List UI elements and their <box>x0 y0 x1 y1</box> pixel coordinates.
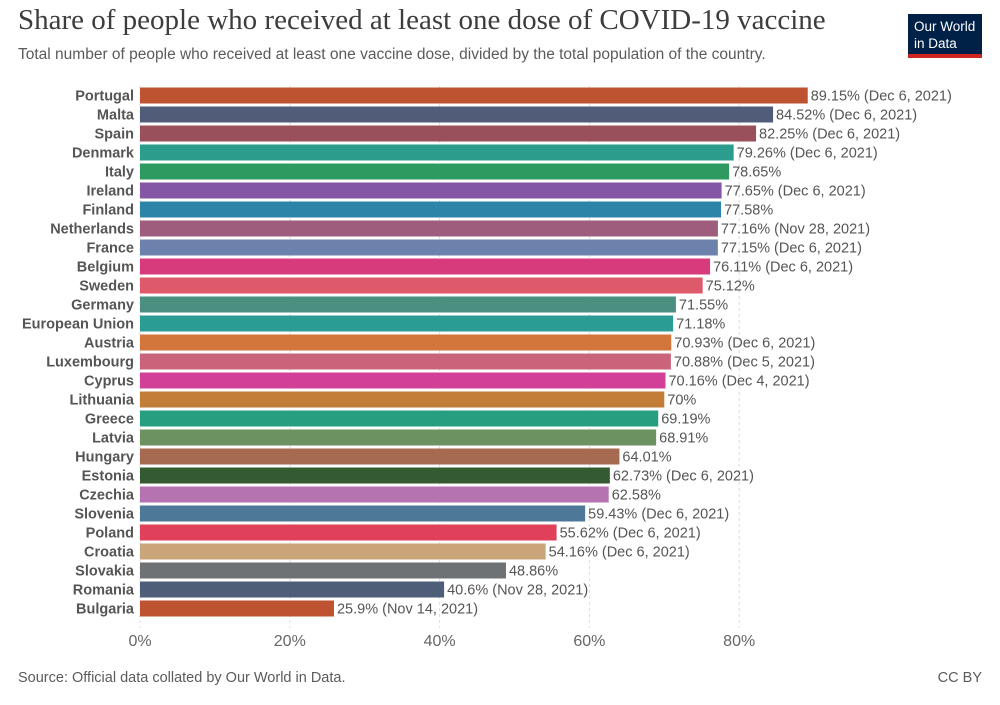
value-label: 71.18% <box>676 317 725 333</box>
category-label: Cyprus <box>84 374 134 390</box>
category-label: Netherlands <box>50 222 134 238</box>
value-label: 70.93% (Dec 6, 2021) <box>674 336 815 352</box>
category-label: Estonia <box>82 469 135 485</box>
value-label: 71.55% <box>679 298 728 314</box>
bar[interactable] <box>140 505 586 522</box>
value-label: 25.9% (Nov 14, 2021) <box>337 602 478 618</box>
value-label: 59.43% (Dec 6, 2021) <box>588 507 729 523</box>
category-label: Denmark <box>72 146 135 162</box>
bar[interactable] <box>140 429 657 446</box>
value-label: 62.73% (Dec 6, 2021) <box>613 469 754 485</box>
category-label: Ireland <box>86 184 134 200</box>
logo-line-1: Our World <box>914 19 976 34</box>
category-label: Italy <box>105 165 134 181</box>
category-label: Lithuania <box>70 393 135 409</box>
value-label: 77.15% (Dec 6, 2021) <box>721 241 862 257</box>
value-label: 54.16% (Dec 6, 2021) <box>549 545 690 561</box>
bar[interactable] <box>140 106 774 123</box>
bar[interactable] <box>140 201 722 218</box>
bar[interactable] <box>140 543 546 560</box>
logo-line-2: in Data <box>914 36 957 51</box>
x-tick-label: 60% <box>573 633 605 650</box>
value-label: 75.12% <box>706 279 755 295</box>
bar[interactable] <box>140 87 808 104</box>
category-label: Portugal <box>75 89 134 105</box>
category-label: Germany <box>71 298 134 314</box>
category-label: Poland <box>86 526 134 542</box>
owid-logo[interactable]: Our World in Data <box>908 14 982 58</box>
category-label: Sweden <box>79 279 134 295</box>
value-label: 68.91% <box>659 431 708 447</box>
value-label: 70.16% (Dec 4, 2021) <box>668 374 809 390</box>
category-label: Spain <box>95 127 134 143</box>
value-label: 40.6% (Nov 28, 2021) <box>447 583 588 599</box>
bar[interactable] <box>140 600 334 617</box>
bar[interactable] <box>140 448 620 465</box>
bar[interactable] <box>140 239 718 256</box>
bar[interactable] <box>140 144 734 161</box>
bar[interactable] <box>140 163 730 180</box>
value-label: 77.16% (Nov 28, 2021) <box>721 222 870 238</box>
chart-title: Share of people who received at least on… <box>18 4 826 36</box>
value-label: 77.65% (Dec 6, 2021) <box>725 184 866 200</box>
value-label: 79.26% (Dec 6, 2021) <box>737 146 878 162</box>
category-label: Hungary <box>75 450 134 466</box>
chart-subtitle: Total number of people who received at l… <box>18 46 766 63</box>
x-tick-label: 80% <box>723 633 755 650</box>
value-label: 77.58% <box>724 203 773 219</box>
category-label: Latvia <box>92 431 135 447</box>
value-label: 48.86% <box>509 564 558 580</box>
value-label: 70.88% (Dec 5, 2021) <box>674 355 815 371</box>
value-label: 89.15% (Dec 6, 2021) <box>811 89 952 105</box>
value-label: 62.58% <box>612 488 661 504</box>
category-label: Slovakia <box>75 564 135 580</box>
bar[interactable] <box>140 372 666 389</box>
value-label: 55.62% (Dec 6, 2021) <box>560 526 701 542</box>
bar[interactable] <box>140 410 659 427</box>
bar[interactable] <box>140 125 757 142</box>
category-label: Romania <box>73 583 135 599</box>
bar[interactable] <box>140 220 718 237</box>
source-note: Source: Official data collated by Our Wo… <box>18 670 346 686</box>
value-label: 82.25% (Dec 6, 2021) <box>759 127 900 143</box>
license-link[interactable]: CC BY <box>937 670 982 686</box>
bar[interactable] <box>140 524 557 541</box>
category-label: European Union <box>22 317 134 333</box>
bar[interactable] <box>140 486 609 503</box>
value-label: 76.11% (Dec 6, 2021) <box>713 260 853 276</box>
bar[interactable] <box>140 562 506 579</box>
category-label: France <box>86 241 134 257</box>
bar[interactable] <box>140 296 676 313</box>
category-label: Bulgaria <box>76 602 135 618</box>
x-tick-label: 0% <box>128 633 151 650</box>
category-label: Croatia <box>84 545 135 561</box>
x-tick-label: 40% <box>424 633 456 650</box>
bar-chart: 0% 20% 40% 60% 80% Portugal 89.15% (Dec 6, 202… <box>22 86 952 650</box>
category-label: Greece <box>85 412 134 428</box>
x-tick-label: 20% <box>274 633 306 650</box>
category-label: Luxembourg <box>46 355 134 371</box>
value-label: 78.65% <box>732 165 781 181</box>
category-label: Belgium <box>77 260 134 276</box>
value-label: 64.01% <box>622 450 671 466</box>
value-label: 69.19% <box>661 412 710 428</box>
bar[interactable] <box>140 467 610 484</box>
value-label: 84.52% (Dec 6, 2021) <box>776 108 917 124</box>
bar[interactable] <box>140 581 445 598</box>
bar[interactable] <box>140 353 671 370</box>
bar[interactable] <box>140 182 722 199</box>
category-label: Slovenia <box>74 507 135 523</box>
category-label: Finland <box>82 203 134 219</box>
bar[interactable] <box>140 315 674 332</box>
bar[interactable] <box>140 258 711 275</box>
category-label: Czechia <box>79 488 135 504</box>
value-label: 70% <box>667 393 696 409</box>
bar[interactable] <box>140 391 665 408</box>
bar[interactable] <box>140 334 672 351</box>
category-label: Malta <box>97 108 135 124</box>
category-label: Austria <box>84 336 135 352</box>
bar[interactable] <box>140 277 703 294</box>
